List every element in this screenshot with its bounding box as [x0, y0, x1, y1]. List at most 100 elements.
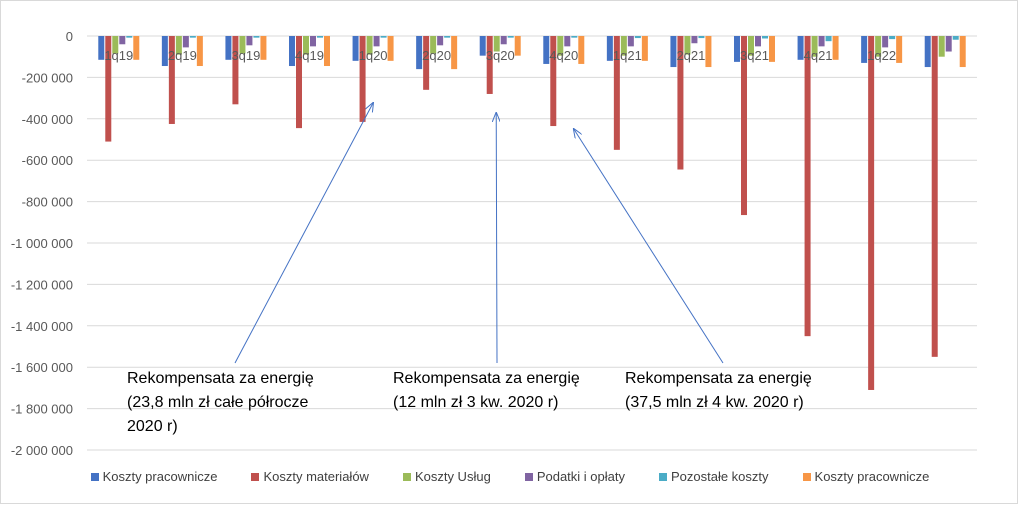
bar-4q19-series-5 [317, 36, 323, 38]
legend-label: Koszty pracownicze [814, 469, 930, 484]
bar-2q20-series-6 [451, 36, 458, 70]
bar-2q19-series-4 [182, 36, 189, 48]
bar-2q21-series-3 [684, 36, 691, 55]
bar-1q21-series-6 [641, 36, 648, 61]
bar-4q21-series-5 [825, 36, 832, 42]
bar-4q19-series-2 [296, 36, 302, 129]
bar-1q19-series-1 [98, 36, 105, 60]
bar-4q21-series-2 [804, 36, 811, 337]
x-tick-label: 1q19 [104, 48, 133, 63]
bar-3q21-series-6 [769, 36, 775, 62]
bar-2q21-series-6 [705, 36, 712, 68]
bar-2q19-series-5 [189, 36, 196, 38]
x-tick-label: 4q19 [295, 48, 324, 63]
bar-3q19-series-6 [260, 36, 267, 60]
x-tick-label: 4q20 [549, 48, 578, 63]
bar-2q20-series-5 [444, 36, 451, 38]
x-tick-label: 2q21 [676, 48, 705, 63]
bar-2q19-series-6 [196, 36, 203, 67]
bar-4q20-series-4 [564, 36, 571, 47]
bar-2q21-series-1 [670, 36, 677, 68]
annotation-3-line-2: (37,5 mln zł 4 kw. 2020 r) [625, 394, 804, 411]
bar-2q22-series-3 [938, 36, 945, 57]
annotation-3: Rekompensata za energię (37,5 mln zł 4 k… [625, 367, 812, 415]
bar-2q22-series-1 [924, 36, 931, 68]
y-tick-label: -1 400 000 [11, 319, 73, 334]
bar-4q20-series-1 [543, 36, 550, 64]
bar-3q20-series-6 [514, 36, 521, 56]
y-tick-label: 0 [66, 29, 73, 44]
legend-swatch [524, 472, 533, 481]
bar-4q19-series-3 [303, 36, 309, 55]
bar-1q22-series-1 [861, 36, 868, 63]
bar-2q22-series-6 [959, 36, 966, 68]
annotation-1: Rekompensata za energię (23,8 mln zł cał… [127, 367, 314, 439]
bar-1q20-series-1 [352, 36, 359, 61]
legend-label: Pozostałe koszty [670, 469, 769, 484]
bar-4q19-series-6 [324, 36, 330, 67]
bar-2q22-series-4 [945, 36, 952, 52]
x-tick-label: 1q22 [867, 48, 896, 63]
bar-3q20-series-3 [493, 36, 500, 52]
bar-1q22-series-4 [882, 36, 889, 48]
bar-3q21-series-5 [762, 36, 768, 39]
x-tick-label: 3q20 [486, 48, 515, 63]
bar-1q20-series-4 [373, 36, 380, 47]
x-tick-label: 2q20 [422, 48, 451, 63]
bar-4q20-series-6 [578, 36, 585, 64]
bar-1q21-series-4 [627, 36, 634, 47]
legend-item-koszty-pracownicze: Koszty pracownicze [90, 469, 218, 484]
bar-3q20-series-1 [479, 36, 486, 56]
bar-3q20-series-4 [500, 36, 507, 45]
annotation-arrow-3 [574, 129, 724, 364]
bar-3q19-series-4 [246, 36, 253, 46]
bar-3q19-series-1 [225, 36, 232, 60]
bar-2q19-series-1 [161, 36, 168, 67]
bar-3q21-series-2 [741, 36, 747, 216]
annotation-2: Rekompensata za energię (12 mln zł 3 kw.… [393, 367, 580, 415]
bar-2q20-series-2 [423, 36, 430, 90]
bar-4q19-series-1 [289, 36, 295, 67]
bar-3q19-series-5 [253, 36, 260, 38]
bar-1q22-series-2 [868, 36, 875, 390]
bar-2q19-series-3 [175, 36, 182, 55]
bar-2q20-series-4 [437, 36, 444, 46]
legend-swatch [402, 472, 411, 481]
x-tick-label: 3q21 [740, 48, 769, 63]
annotation-1-line-1: Rekompensata za energię [127, 370, 314, 387]
bar-4q19-series-4 [310, 36, 316, 47]
bar-1q20-series-5 [380, 36, 387, 38]
legend-item-koszty-pracownicze-2: Koszty pracownicze [802, 469, 930, 484]
bar-1q22-series-3 [875, 36, 882, 57]
legend-swatch [251, 472, 260, 481]
bar-1q21-series-2 [613, 36, 620, 150]
bar-3q21-series-1 [734, 36, 740, 62]
bar-1q19-series-3 [112, 36, 119, 54]
legend-swatch [802, 472, 811, 481]
annotation-2-line-1: Rekompensata za energię [393, 370, 580, 387]
legend-label: Koszty pracownicze [102, 469, 218, 484]
y-tick-label: -1 600 000 [11, 360, 73, 375]
bar-1q21-series-5 [634, 36, 641, 39]
x-tick-label: 2q19 [168, 48, 197, 63]
y-tick-label: -400 000 [22, 112, 73, 127]
bar-3q20-series-5 [507, 36, 514, 38]
legend-item-koszty-materialow: Koszty materiałów [251, 469, 369, 484]
y-tick-label: -600 000 [22, 153, 73, 168]
legend-item-podatki-i-oplaty: Podatki i opłaty [524, 469, 625, 484]
bar-4q20-series-3 [557, 36, 564, 56]
annotation-arrow-2 [496, 113, 497, 364]
annotation-arrow-1 [234, 103, 373, 364]
legend-swatch [90, 472, 99, 481]
y-tick-label: -1 200 000 [11, 277, 73, 292]
bar-1q20-series-2 [359, 36, 366, 122]
bar-1q19-series-5 [126, 36, 133, 38]
legend-swatch [658, 472, 667, 481]
bar-4q20-series-2 [550, 36, 557, 127]
bar-2q22-series-5 [952, 36, 959, 40]
annotation-1-line-2: (23,8 mln zł całe półrocze [127, 394, 309, 411]
y-tick-label: -800 000 [22, 195, 73, 210]
bar-3q20-series-2 [486, 36, 493, 94]
